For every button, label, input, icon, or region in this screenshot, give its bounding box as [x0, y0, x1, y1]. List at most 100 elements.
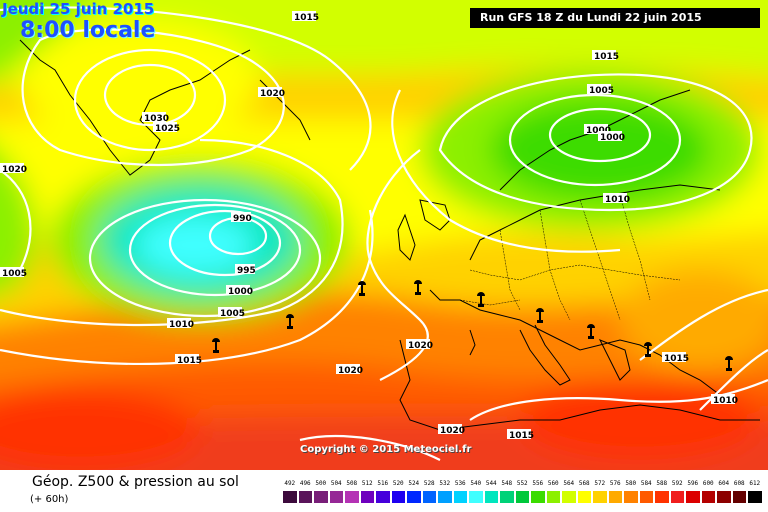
umbrella-rain-icon	[358, 281, 366, 296]
legend-swatch	[592, 490, 608, 504]
svg-text:1010: 1010	[605, 195, 630, 205]
legend-value: 516	[377, 480, 389, 487]
umbrella-rain-icon	[536, 308, 544, 323]
isobar-label: 1015	[292, 11, 319, 23]
legend-swatch	[623, 490, 639, 504]
legend-swatch	[545, 490, 561, 504]
legend-value: 520	[392, 480, 404, 487]
isobars	[0, 6, 768, 461]
svg-text:1025: 1025	[155, 124, 180, 134]
svg-text:1015: 1015	[594, 52, 619, 62]
legend-swatch	[344, 490, 360, 504]
isobar-label: 1020	[406, 339, 433, 351]
legend-value: 576	[609, 480, 621, 487]
isobar-label: 1020	[438, 424, 465, 436]
isobar-label: 1005	[0, 267, 27, 279]
legend-swatch	[514, 490, 530, 504]
legend-swatch	[421, 490, 437, 504]
legend-value: 548	[501, 480, 513, 487]
map-title: Géop. Z500 & pression au sol	[32, 474, 239, 490]
legend-swatch	[607, 490, 623, 504]
umbrella-rain-icon	[286, 314, 294, 329]
svg-text:1000: 1000	[228, 287, 253, 297]
svg-text:1005: 1005	[220, 309, 245, 319]
isobar-label: 1010	[711, 394, 738, 406]
legend-value: 596	[687, 480, 699, 487]
legend-swatch	[359, 490, 375, 504]
model-run-label: Run GFS 18 Z du Lundi 22 juin 2015	[470, 8, 760, 28]
legend-swatch	[297, 490, 313, 504]
isobar-label: 1010	[167, 318, 194, 330]
legend-swatch	[576, 490, 592, 504]
legend-value: 564	[563, 480, 575, 487]
forecast-time: 8:00 locale	[20, 18, 156, 43]
copyright-text: Copyright © 2015 Meteociel.fr	[300, 444, 472, 455]
legend-value: 568	[578, 480, 590, 487]
isobar-label: 1020	[258, 87, 285, 99]
legend-swatch	[669, 490, 685, 504]
legend-swatch	[654, 490, 670, 504]
legend-value: 528	[423, 480, 435, 487]
svg-text:1015: 1015	[177, 356, 202, 366]
legend-swatch	[716, 490, 732, 504]
legend-value: 540	[470, 480, 482, 487]
legend-swatch	[313, 490, 329, 504]
legend-swatch	[437, 490, 453, 504]
umbrella-rain-icon	[587, 324, 595, 339]
legend-value: 572	[594, 480, 606, 487]
isobar-label: 1015	[592, 50, 619, 62]
legend-value: 600	[702, 480, 714, 487]
legend-swatch	[468, 490, 484, 504]
svg-text:995: 995	[237, 266, 256, 276]
svg-text:1020: 1020	[2, 165, 27, 175]
svg-text:1020: 1020	[440, 426, 465, 436]
legend-swatch	[406, 490, 422, 504]
legend-value: 608	[733, 480, 745, 487]
svg-text:1015: 1015	[294, 13, 319, 23]
umbrella-rain-icon	[212, 338, 220, 353]
legend-value: 492	[284, 480, 296, 487]
svg-text:1010: 1010	[169, 320, 194, 330]
isobar-label: 1015	[175, 354, 202, 366]
svg-text:1010: 1010	[713, 396, 738, 406]
isobar-labels: 1015 1030 1025 1020 1020 990 995 1000 10…	[0, 11, 738, 441]
legend-value: 580	[625, 480, 637, 487]
legend-value: 500	[315, 480, 327, 487]
borders	[459, 194, 681, 321]
legend-value: 556	[532, 480, 544, 487]
legend-value: 584	[640, 480, 652, 487]
svg-text:1020: 1020	[338, 366, 363, 376]
svg-text:1020: 1020	[408, 341, 433, 351]
legend-value: 496	[299, 480, 311, 487]
legend-value: 552	[516, 480, 528, 487]
legend-swatch	[731, 490, 747, 504]
svg-text:1020: 1020	[260, 89, 285, 99]
legend-value: 604	[718, 480, 730, 487]
svg-text:1030: 1030	[144, 114, 169, 124]
isobar-label: 1020	[336, 364, 363, 376]
legend-value: 588	[656, 480, 668, 487]
isobar-label: 1000	[226, 285, 253, 297]
umbrella-rain-icon	[477, 292, 485, 307]
height-field	[0, 0, 768, 470]
svg-text:1005: 1005	[589, 86, 614, 96]
legend-swatch	[282, 490, 298, 504]
legend-value: 592	[671, 480, 683, 487]
svg-text:990: 990	[233, 214, 252, 224]
legend-value: 612	[749, 480, 761, 487]
isobar-label: 1005	[218, 307, 245, 319]
legend-swatch	[499, 490, 515, 504]
coastlines	[19, 39, 760, 431]
isobar-label: 1015	[662, 352, 689, 364]
legend-swatch	[452, 490, 468, 504]
legend-swatch	[328, 490, 344, 504]
svg-text:1005: 1005	[2, 269, 27, 279]
legend-value: 512	[361, 480, 373, 487]
forecast-lead-time: (+ 60h)	[30, 494, 69, 505]
legend-swatch	[747, 490, 763, 504]
svg-text:1000: 1000	[600, 133, 625, 143]
umbrella-rain-icon	[414, 280, 422, 295]
isobar-label: 1015	[507, 429, 534, 441]
isobar-label: 1030	[142, 112, 169, 124]
legend-value: 524	[408, 480, 420, 487]
